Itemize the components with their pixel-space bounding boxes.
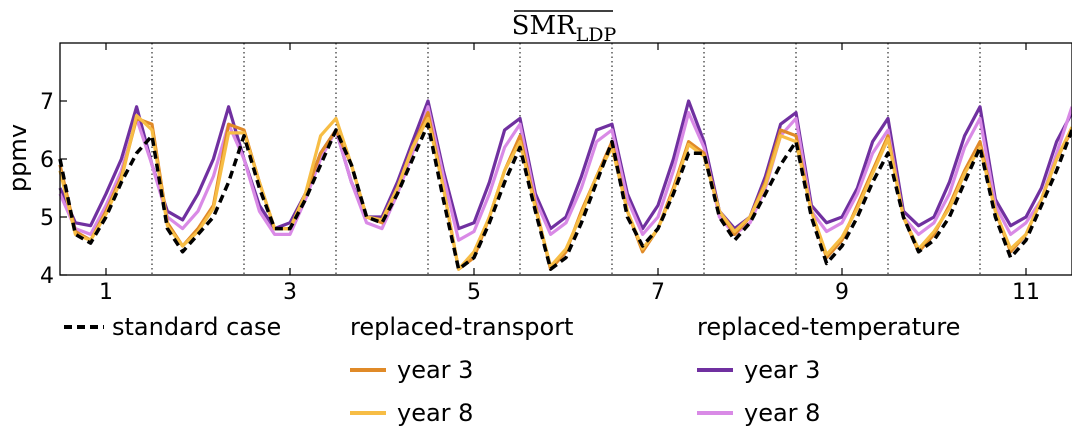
legend-label-temperature-year3: year 3 <box>744 356 820 384</box>
x-tick-label-5: 5 <box>467 280 481 305</box>
legend-label-standard: standard case <box>112 313 281 341</box>
legend-header-transport: replaced-transport <box>350 313 573 341</box>
legend-label-transport-year8: year 8 <box>397 399 473 427</box>
year-boundaries <box>151 43 981 275</box>
y-axis-label: ppmv <box>4 124 32 192</box>
x-ticks: 1 3 5 7 9 11 <box>99 43 1040 305</box>
y-tick-label-7: 7 <box>40 90 54 115</box>
x-tick-label-7: 7 <box>651 280 665 305</box>
legend-header-temperature: replaced-temperature <box>697 313 960 341</box>
legend-label-transport-year3: year 3 <box>397 356 473 384</box>
y-tick-label-5: 5 <box>40 206 54 231</box>
x-tick-label-9: 9 <box>835 280 849 305</box>
series-line-standard-case <box>58 122 1072 271</box>
y-tick-label-6: 6 <box>40 148 54 173</box>
legend: standard case replaced-transport year 3 … <box>64 313 960 427</box>
x-tick-label-3: 3 <box>283 280 297 305</box>
y-tick-label-4: 4 <box>40 264 54 289</box>
chart-title-main: SMR <box>512 11 577 41</box>
chart-title-subscript: LDP <box>576 24 617 46</box>
legend-label-temperature-year8: year 8 <box>744 399 820 427</box>
chart-title: SMRLDP <box>512 11 617 46</box>
series-lines <box>58 99 1072 271</box>
x-tick-label-1: 1 <box>99 280 113 305</box>
series-line-replaced-transport-year-8 <box>58 113 1072 271</box>
x-tick-label-11: 11 <box>1012 280 1040 305</box>
y-ticks: 4 5 6 7 <box>40 90 67 289</box>
